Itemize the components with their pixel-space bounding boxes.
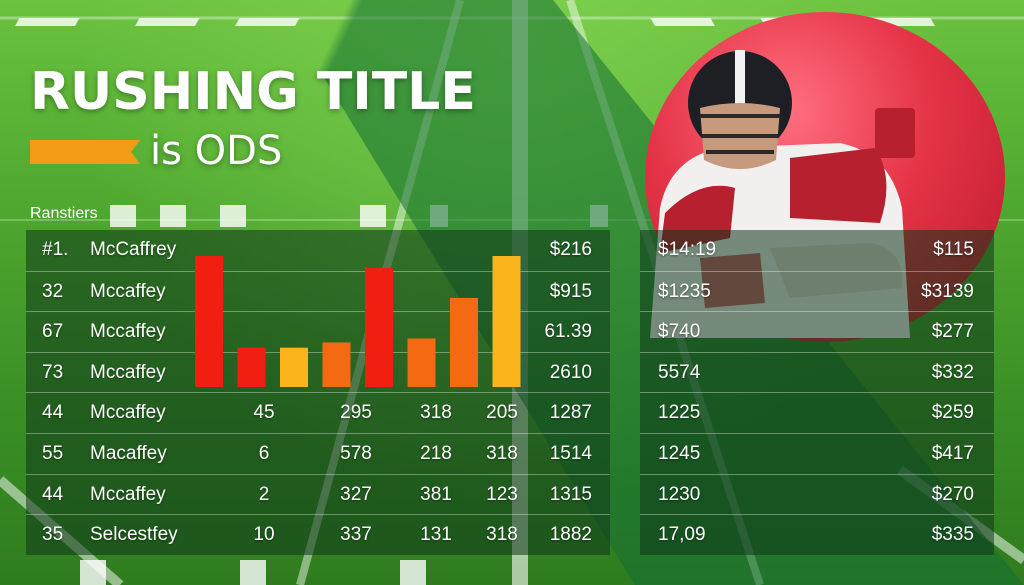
chart-bar [195, 256, 223, 387]
cell-left: $14:19 [658, 239, 717, 260]
cell-right: $332 [931, 361, 974, 383]
cell-left: 1225 [658, 402, 701, 424]
cell-rank: 67 [42, 321, 64, 343]
cell-name: Macaffey [90, 443, 167, 464]
table-row: 44 Mccaffey 45 295 318 205 1287 [26, 392, 610, 433]
cell-name: McCaffrey [90, 239, 177, 260]
cell-rank: #1. [42, 239, 69, 260]
rankings-table: #1. McCaffrey $216 32 Mccaffey $915 67 Mccaffey… [26, 230, 610, 555]
cell-left: 1245 [658, 443, 701, 464]
table-row: 1230 $270 [640, 473, 994, 515]
table-row: 73 Mccaffey 2610 [26, 351, 610, 393]
table-row: 1245 $417 [640, 433, 994, 474]
table-row: 55 Macaffey 6 578 218 318 1514 [26, 433, 610, 474]
cell-name: Mccaffey [90, 280, 166, 302]
cell-left: $1235 [658, 280, 711, 302]
cell-v3: 381 [420, 483, 452, 505]
cell-v4: 318 [486, 524, 518, 546]
table-row: 35 Selcestfey 10 337 131 318 1882 [26, 514, 610, 555]
chart-bar [322, 342, 351, 387]
cell-total: 2610 [549, 361, 592, 383]
cell-rank: 32 [42, 280, 64, 302]
cell-v1: 45 [253, 402, 275, 424]
cell-v4: 318 [486, 443, 518, 464]
cell-v3: 131 [420, 524, 452, 546]
table-row: 17,09 $335 [640, 514, 994, 555]
chart-bar [450, 297, 478, 387]
cell-right: $3139 [921, 280, 974, 302]
cell-v3: 218 [420, 443, 452, 464]
table-row: 5574 $332 [640, 351, 994, 393]
odds-table: $14:19 $115 $1235 $3139 $740 $277 5574 $332 1225… [640, 230, 994, 555]
table-row: #1. McCaffrey $216 [26, 230, 610, 270]
table-row: $1235 $3139 [640, 270, 994, 312]
cell-right: $259 [931, 402, 974, 424]
page-subtitle: is ODS [150, 128, 283, 174]
cell-v4: 123 [486, 483, 518, 505]
cell-v1: 2 [258, 483, 270, 505]
cell-total: 1315 [549, 483, 592, 505]
cell-v4: 205 [486, 402, 518, 424]
cell-v1: 6 [258, 443, 270, 464]
rushing-bar-chart [195, 256, 521, 387]
cell-name: Mccaffey [90, 483, 166, 505]
cell-left: $740 [658, 321, 701, 343]
cell-right: $270 [931, 483, 974, 505]
cell-name: Mccaffey [90, 402, 166, 424]
cell-rank: 73 [42, 361, 64, 383]
cell-left: 1230 [658, 483, 701, 505]
cell-left: 5574 [658, 361, 701, 383]
cell-name: Selcestfey [90, 524, 178, 546]
cell-right: $277 [931, 321, 974, 343]
chart-bar [365, 267, 393, 387]
cell-rank: 44 [42, 402, 64, 424]
cell-v2: 295 [340, 402, 372, 424]
chart-bar [492, 256, 521, 387]
cell-total: 1287 [549, 402, 592, 424]
cell-v2: 578 [340, 443, 372, 464]
cell-total: 1882 [549, 524, 592, 546]
table-row: $740 $277 [640, 311, 994, 352]
cell-v3: 318 [420, 402, 452, 424]
cell-rank: 55 [42, 443, 64, 464]
cell-rank: 44 [42, 483, 64, 505]
section-label: Ranstiers [30, 205, 98, 222]
table-row: 44 Mccaffey 2 327 381 123 1315 [26, 473, 610, 515]
cell-left: 17,09 [658, 524, 706, 546]
chart-bar [237, 347, 266, 387]
table-row: 1225 $259 [640, 392, 994, 433]
cell-v2: 327 [340, 483, 372, 505]
table-row: 32 Mccaffey $915 [26, 270, 610, 312]
orange-accent-bar [30, 140, 140, 164]
cell-total: $216 [549, 239, 592, 260]
cell-rank: 35 [42, 524, 64, 546]
cell-total: 61.39 [544, 321, 592, 343]
cell-total: $915 [549, 280, 592, 302]
table-row: 67 Mccaffey 61.39 [26, 311, 610, 352]
chart-bar [280, 347, 308, 387]
cell-name: Mccaffey [90, 361, 166, 383]
cell-v2: 337 [340, 524, 372, 546]
cell-right: $417 [931, 443, 974, 464]
cell-v1: 10 [253, 524, 275, 546]
page-title: RUSHING TITLE [30, 62, 476, 122]
cell-total: 1514 [549, 443, 592, 464]
cell-name: Mccaffey [90, 321, 166, 343]
chart-bar [407, 338, 436, 387]
table-row: $14:19 $115 [640, 230, 994, 270]
cell-right: $115 [933, 239, 974, 260]
cell-right: $335 [931, 524, 974, 546]
